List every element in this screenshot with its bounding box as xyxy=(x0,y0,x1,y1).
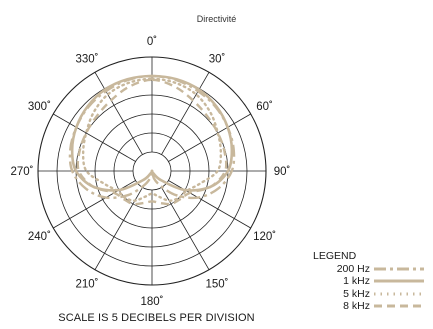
series-curve-5khz xyxy=(81,77,223,202)
series-curve-8khz xyxy=(76,78,228,206)
angle-label: 60˚ xyxy=(256,101,273,113)
legend-swatch-solid xyxy=(374,279,424,283)
legend-label: 200 Hz xyxy=(336,262,370,275)
grid-spoke xyxy=(161,72,210,155)
angle-labels: 0˚ 30˚ 60˚ 90˚ 120˚ 150˚ 180˚ 210˚ 240˚ 270˚ 300˚ 3… xyxy=(10,36,290,308)
grid-spoke xyxy=(168,113,251,162)
angle-label: 150˚ xyxy=(205,279,228,291)
legend-item-1khz: 1 kHz xyxy=(313,275,431,288)
angle-label: 210˚ xyxy=(75,279,98,291)
angle-label: 180˚ xyxy=(140,296,163,308)
legend-swatch-dotted xyxy=(374,292,424,296)
legend-item-5khz: 5 kHz xyxy=(313,288,431,301)
legend-swatch-dashed xyxy=(374,304,424,308)
grid-spoke xyxy=(53,113,136,162)
angle-label: 120˚ xyxy=(253,231,276,243)
legend-label: 8 kHz xyxy=(343,300,370,312)
legend-item-200hz: 200 Hz xyxy=(313,263,431,276)
legend-label: 1 kHz xyxy=(343,275,370,287)
angle-label: 240˚ xyxy=(28,231,51,243)
legend-swatch-dash-dot xyxy=(374,267,424,271)
angle-label: 330˚ xyxy=(75,53,98,65)
polar-series xyxy=(68,74,236,206)
chart-title: Directivité xyxy=(196,14,237,24)
legend-label: 5 kHz xyxy=(343,287,370,300)
angle-label: 90˚ xyxy=(274,166,291,178)
angle-label: 0˚ xyxy=(147,36,157,48)
angle-label: 300˚ xyxy=(28,101,51,113)
legend-title: LEGEND xyxy=(313,250,357,262)
legend: LEGEND 200 Hz 1 kHz 5 kHz 8 kHz xyxy=(313,250,431,313)
grid-spoke xyxy=(94,72,143,155)
scale-note: SCALE IS 5 DECIBELS PER DIVISION xyxy=(58,312,255,324)
legend-item-8khz: 8 kHz xyxy=(313,300,431,313)
angle-label: 30˚ xyxy=(209,53,226,65)
angle-label: 270˚ xyxy=(10,166,33,178)
polar-plot: 0˚ 30˚ 60˚ 90˚ 120˚ 150˚ 180˚ 210˚ 240˚ 270˚ 300˚ 3… xyxy=(10,36,290,308)
series-curve-1khz xyxy=(70,74,234,192)
